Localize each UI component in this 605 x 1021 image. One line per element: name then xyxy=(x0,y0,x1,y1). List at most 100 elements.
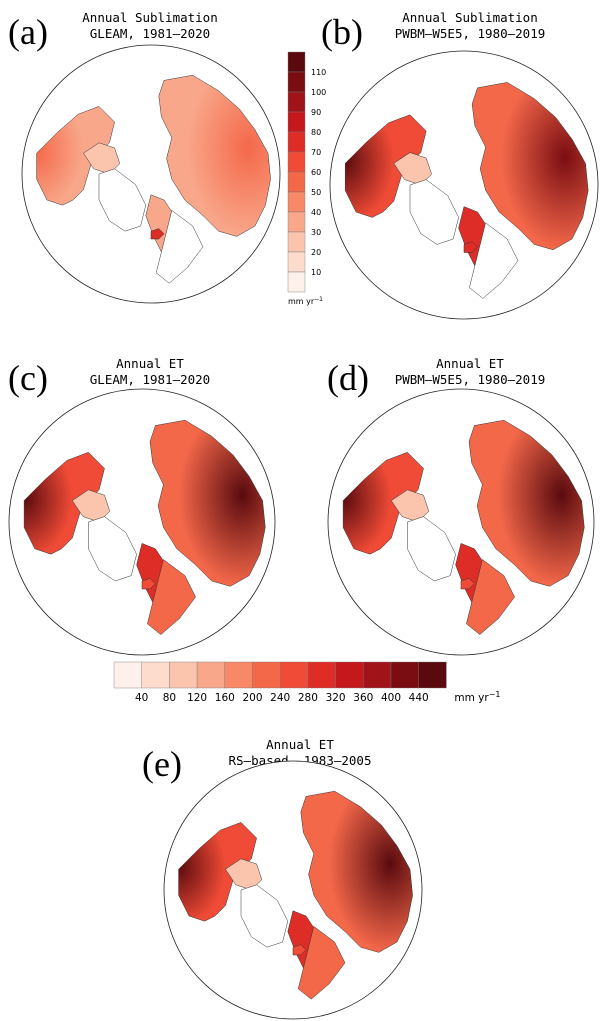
landmass-iceland xyxy=(460,578,475,590)
sublimation-colorbar-tick: 60 xyxy=(311,168,321,177)
landmass-northamerica xyxy=(23,452,105,555)
panel-title-c-line1: Annual ET xyxy=(116,356,184,371)
sublimation-colorbar-tick: 30 xyxy=(311,228,321,237)
landmass-europe xyxy=(297,925,346,1000)
et-colorbar-tick: 80 xyxy=(163,692,176,704)
et-colorbar-tick: 40 xyxy=(135,692,148,704)
landmass-northamerica xyxy=(36,106,115,206)
panel-title-b-line2: PWBM–W5E5, 1980–2019 xyxy=(394,26,546,41)
et-colorbar-swatch xyxy=(363,661,392,689)
et-colorbar-swatch xyxy=(252,661,281,689)
sublimation-colorbar-tick: 50 xyxy=(311,188,321,197)
landmass-northamerica xyxy=(178,822,257,922)
landmass-northamerica xyxy=(344,114,427,218)
et-colorbar-tick: 160 xyxy=(215,692,235,704)
sublimation-colorbar-swatch xyxy=(287,251,306,273)
landmass-eurasia xyxy=(300,790,413,953)
sublimation-colorbar-swatch xyxy=(287,131,306,153)
sublimation-colorbar-swatch xyxy=(287,151,306,173)
sublimation-colorbar-tick: 80 xyxy=(311,128,321,137)
sublimation-colorbar-unit: mm yr−1 xyxy=(288,296,323,306)
map-d xyxy=(327,388,595,656)
landmass-iceland xyxy=(141,578,156,590)
landmass-arcticislands xyxy=(390,489,430,523)
et-colorbar-tick: 200 xyxy=(242,692,262,704)
sublimation-colorbar-unit-exp: −1 xyxy=(314,296,323,303)
sublimation-colorbar-tick: 10 xyxy=(311,268,321,277)
et-colorbar-tick: 400 xyxy=(381,692,401,704)
sublimation-colorbar-tick: 110 xyxy=(311,68,326,77)
panel-title-d: Annual ET PWBM–W5E5, 1980–2019 xyxy=(380,356,560,388)
sublimation-colorbar-swatch xyxy=(287,231,306,253)
landmass-arcticislands xyxy=(225,858,263,891)
et-colorbar-swatch xyxy=(335,661,364,689)
sublimation-colorbar-tick: 70 xyxy=(311,148,321,157)
panel-title-b-line1: Annual Sublimation xyxy=(402,10,538,25)
sublimation-colorbar-swatch xyxy=(287,191,306,213)
panel-title-c-line2: GLEAM, 1981–2020 xyxy=(89,372,211,387)
map-c xyxy=(8,388,276,656)
et-colorbar-tick: 360 xyxy=(353,692,373,704)
landmass-iceland xyxy=(463,241,478,253)
sublimation-colorbar-tick: 20 xyxy=(311,248,321,257)
panel-label-a: (a) xyxy=(8,12,48,52)
sublimation-colorbar-tick: 40 xyxy=(311,208,321,217)
panel-title-a: Annual Sublimation GLEAM, 1981–2020 xyxy=(60,10,240,42)
sublimation-colorbar-swatch xyxy=(287,271,306,293)
panel-title-d-line1: Annual ET xyxy=(436,356,504,371)
map-b xyxy=(329,50,599,320)
landmass-greenland xyxy=(98,168,147,232)
et-colorbar-swatch xyxy=(169,661,198,689)
landmass-eurasia xyxy=(468,419,585,587)
landmass-northamerica xyxy=(342,452,424,555)
et-colorbar-tick: 440 xyxy=(409,692,429,704)
sublimation-colorbar-swatch xyxy=(287,171,306,193)
panel-label-d: (d) xyxy=(327,358,369,398)
et-colorbar-tick: 280 xyxy=(298,692,318,704)
sublimation-colorbar-swatch xyxy=(287,71,306,93)
landmass-greenland xyxy=(407,516,456,582)
landmass-greenland xyxy=(88,516,137,582)
landmass-europe xyxy=(155,209,204,284)
landmass-europe xyxy=(147,559,196,635)
landmass-greenland xyxy=(409,179,459,245)
sublimation-colorbar-swatch xyxy=(287,211,306,233)
panel-title-a-line2: GLEAM, 1981–2020 xyxy=(89,26,211,41)
landmass-iceland xyxy=(150,228,165,240)
panel-label-c: (c) xyxy=(8,358,48,398)
landmass-greenland xyxy=(240,884,289,948)
panel-title-d-line2: PWBM–W5E5, 1980–2019 xyxy=(394,372,546,387)
et-colorbar-unit-exp: −1 xyxy=(489,690,501,699)
landmass-arcticislands xyxy=(83,142,121,175)
et-colorbar-swatch xyxy=(390,661,419,689)
sublimation-colorbar-swatch xyxy=(287,91,306,113)
panel-title-b: Annual Sublimation PWBM–W5E5, 1980–2019 xyxy=(380,10,560,42)
sublimation-colorbar-tick: 90 xyxy=(311,108,321,117)
et-colorbar-swatch xyxy=(279,661,309,689)
et-colorbar-unit: mm yr−1 xyxy=(454,690,500,704)
landmass-arcticislands xyxy=(393,152,432,186)
panel-label-b: (b) xyxy=(321,12,363,52)
landmass-eurasia xyxy=(158,74,271,237)
et-colorbar-tick: 120 xyxy=(187,692,207,704)
landmass-iceland xyxy=(292,944,307,956)
landmass-europe xyxy=(466,559,515,635)
et-colorbar-tick: 240 xyxy=(270,692,290,704)
et-colorbar-tick: 320 xyxy=(326,692,346,704)
landmass-eurasia xyxy=(471,82,589,251)
et-colorbar-swatch xyxy=(307,661,336,689)
panel-label-e: (e) xyxy=(142,744,182,784)
panel-title-e-line1: Annual ET xyxy=(266,737,334,752)
sublimation-colorbar: 110 100 90 80 70 60 50 40 30 20 10 mm yr−1 xyxy=(287,51,326,306)
landmass-arcticislands xyxy=(71,489,111,523)
panel-title-a-line1: Annual Sublimation xyxy=(82,10,218,25)
panel-title-c: Annual ET GLEAM, 1981–2020 xyxy=(60,356,240,388)
et-colorbar-swatch xyxy=(418,661,447,689)
sublimation-colorbar-swatch xyxy=(287,51,306,73)
landmass-europe xyxy=(469,222,519,299)
sublimation-colorbar-tick: 100 xyxy=(311,88,326,97)
et-colorbar-swatch xyxy=(141,661,170,689)
et-colorbar: 40 80 120 160 200 240 280 320 360 400 440 mm yr−1 xyxy=(113,661,501,704)
map-a xyxy=(21,44,281,304)
et-colorbar-swatch xyxy=(113,661,142,689)
